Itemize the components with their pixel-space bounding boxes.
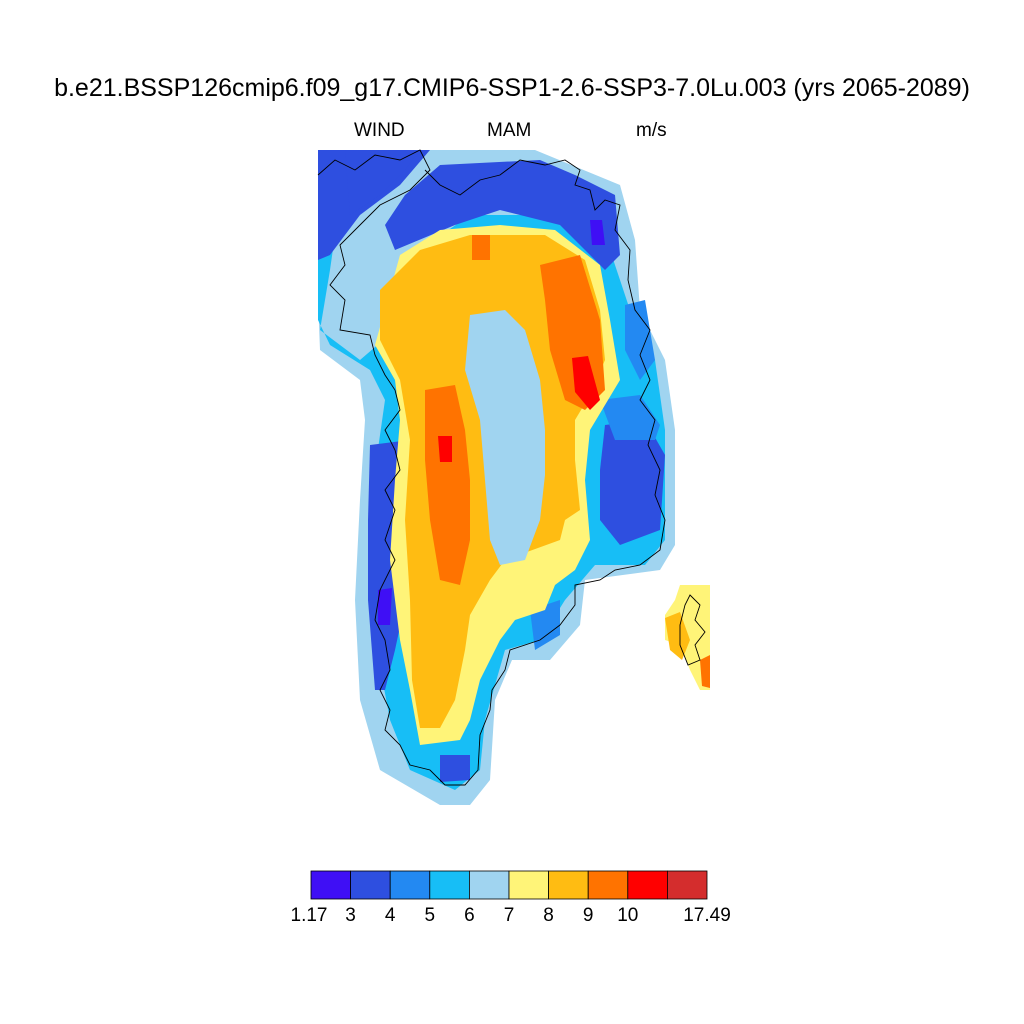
iceland-wind [700, 655, 710, 688]
colorbar-label: 9 [582, 905, 594, 926]
band-3-4 [345, 150, 420, 215]
colorbar-label: 10 [617, 905, 639, 926]
variable-label: WIND [354, 120, 405, 141]
colorbar-label: 5 [424, 905, 436, 926]
band-10-plus [572, 356, 600, 410]
map-title: b.e21.BSSP126cmip6.f09_g17.CMIP6-SSP1-2.… [54, 74, 970, 102]
colorbar-label: 8 [543, 905, 554, 926]
band-9-10 [425, 385, 470, 585]
colorbar-label: 3 [345, 905, 356, 926]
band-3-4 [600, 420, 665, 545]
colorbar-label: 7 [503, 905, 515, 926]
colorbar-label: 1.17 [290, 905, 328, 926]
band-9-10 [472, 235, 490, 260]
band-1-3 [590, 220, 605, 245]
band-4-5 [625, 300, 655, 380]
coastline [317, 149, 706, 786]
units-label: m/s [636, 120, 667, 141]
band-3-4 [318, 150, 430, 260]
colorbar-label: 6 [464, 905, 475, 926]
greenland-coast [317, 149, 666, 786]
iceland-wind [665, 612, 690, 660]
wind-field [318, 150, 710, 805]
iceland-coast [679, 594, 706, 666]
band-10-plus [438, 436, 452, 462]
colorbar-label: 4 [384, 905, 396, 926]
season-label: MAM [487, 120, 532, 141]
band-3-4 [440, 755, 470, 782]
colorbar-label: 17.49 [683, 905, 731, 926]
band-3-4 [385, 160, 620, 270]
band-1-3 [378, 588, 392, 625]
interior-calm [465, 310, 545, 565]
